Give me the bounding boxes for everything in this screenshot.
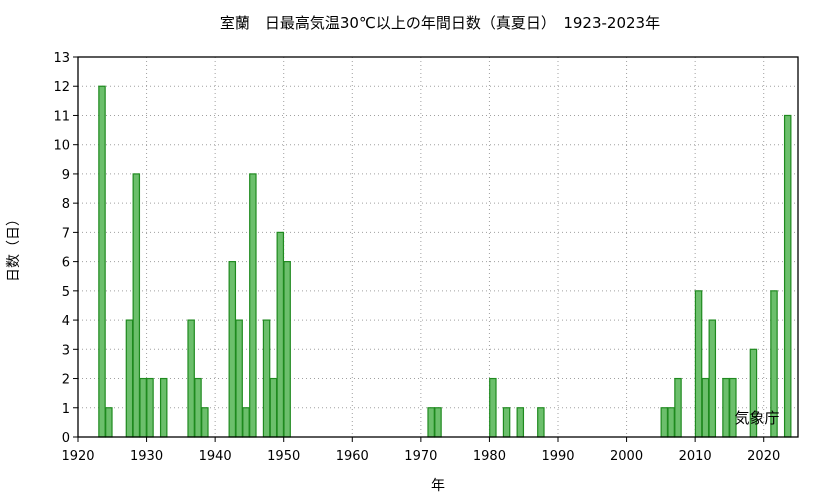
bar-1980 (489, 377, 497, 438)
bar-2006 (667, 407, 675, 438)
x-tick-label: 2010 (679, 449, 712, 464)
bar-1945 (249, 173, 257, 438)
bar-1942 (228, 261, 237, 438)
bar-1984 (516, 407, 525, 438)
x-tick-label: 1990 (541, 449, 574, 464)
bar-1950 (283, 261, 291, 438)
x-tick-label: 1950 (267, 449, 300, 464)
y-tick-label: 12 (53, 80, 70, 95)
bar-2007 (674, 377, 682, 438)
y-tick-label: 6 (62, 256, 70, 271)
x-tick-label: 1920 (61, 449, 94, 464)
bar-1947 (262, 319, 271, 438)
bar-1923 (98, 85, 106, 438)
y-tick-label: 0 (62, 431, 70, 446)
y-tick-label: 9 (62, 168, 70, 183)
bar-1936 (187, 319, 195, 438)
y-tick-label: 7 (62, 226, 70, 241)
bar-1924 (105, 407, 113, 438)
chart-title: 室蘭 日最高気温30℃以上の年間日数（真夏日） 1923-2023年 (220, 14, 660, 32)
bar-1927 (125, 319, 134, 438)
x-tick-label: 1970 (404, 449, 437, 464)
bar-1930 (146, 377, 154, 438)
x-tick-label: 1940 (199, 449, 232, 464)
bar-1982 (502, 407, 511, 438)
bar-1972 (434, 407, 442, 438)
bar-2010 (694, 290, 703, 438)
bar-1929 (139, 377, 147, 438)
y-tick-label: 2 (62, 373, 70, 388)
y-tick-label: 4 (62, 314, 70, 329)
bar-1949 (276, 231, 285, 438)
bar-2012 (708, 319, 717, 438)
bar-1944 (242, 407, 250, 438)
y-tick-label: 5 (62, 285, 70, 300)
bar-1928 (132, 173, 141, 438)
bar-1938 (201, 407, 209, 438)
x-tick-label: 1960 (336, 449, 369, 464)
bar-1987 (537, 407, 545, 438)
y-axis-label: 日数（日） (6, 212, 22, 282)
y-tick-label: 10 (53, 139, 70, 154)
x-tick-label: 2000 (610, 449, 643, 464)
x-tick-label: 1930 (130, 449, 163, 464)
watermark: 気象庁 (734, 409, 779, 427)
bar-2014 (722, 377, 730, 438)
bar-1971 (427, 407, 435, 438)
plot-frame (77, 56, 799, 438)
bar-2023 (783, 114, 792, 438)
x-tick-label: 1980 (473, 449, 506, 464)
bar-2015 (729, 377, 737, 438)
bar-1943 (235, 319, 243, 438)
gridlines (78, 57, 798, 437)
y-tick-label: 8 (62, 197, 70, 212)
y-tick-label: 13 (53, 51, 70, 66)
bar-2005 (660, 407, 669, 438)
y-tick-label: 11 (53, 109, 70, 124)
bar-2011 (701, 377, 710, 438)
y-tick-label: 3 (62, 343, 70, 358)
bars (98, 85, 792, 438)
bar-1948 (269, 377, 278, 438)
x-axis-label: 年 (431, 478, 445, 494)
x-tick-label: 2020 (747, 449, 780, 464)
bar-1937 (194, 377, 202, 438)
bar-1932 (159, 377, 168, 438)
y-tick-label: 1 (62, 402, 70, 417)
